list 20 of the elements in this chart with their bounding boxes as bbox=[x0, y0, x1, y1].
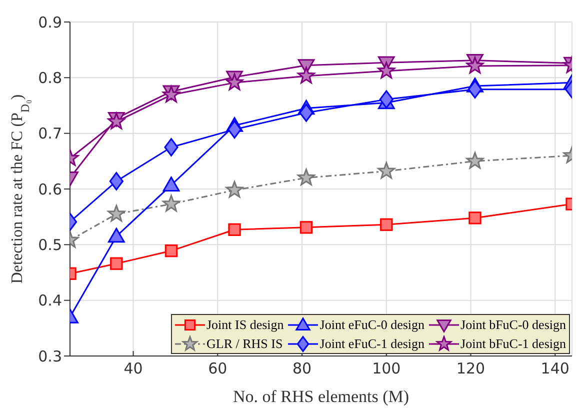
y-tick-label: 0.5 bbox=[38, 236, 62, 254]
x-tick-label: 120 bbox=[456, 360, 486, 378]
x-tick-label: 80 bbox=[292, 360, 312, 378]
y-tick-label: 0.7 bbox=[38, 124, 62, 143]
legend-label: Joint bFuC-1 design bbox=[460, 336, 566, 352]
legend-label: GLR / RHS IS bbox=[206, 336, 283, 352]
legend-label: Joint bFuC-0 design bbox=[460, 316, 566, 332]
x-tick-label: 140 bbox=[540, 360, 570, 378]
legend-label: Joint eFuC-1 design bbox=[320, 336, 425, 352]
x-tick-label: 100 bbox=[372, 360, 401, 378]
y-tick-label: 0.8 bbox=[38, 68, 62, 87]
x-axis-title: No. of RHS elements (M) bbox=[232, 387, 410, 406]
y-tick-label: 0.3 bbox=[38, 347, 62, 366]
x-tick-label: 40 bbox=[124, 360, 143, 378]
y-tick-label: 0.9 bbox=[38, 13, 62, 32]
legend-label: Joint IS design bbox=[206, 316, 284, 332]
legend-label: Joint eFuC-0 design bbox=[320, 316, 425, 332]
y-tick-label: 0.6 bbox=[38, 180, 62, 198]
x-tick-label: 60 bbox=[208, 360, 228, 378]
y-tick-label: 0.4 bbox=[38, 292, 62, 310]
